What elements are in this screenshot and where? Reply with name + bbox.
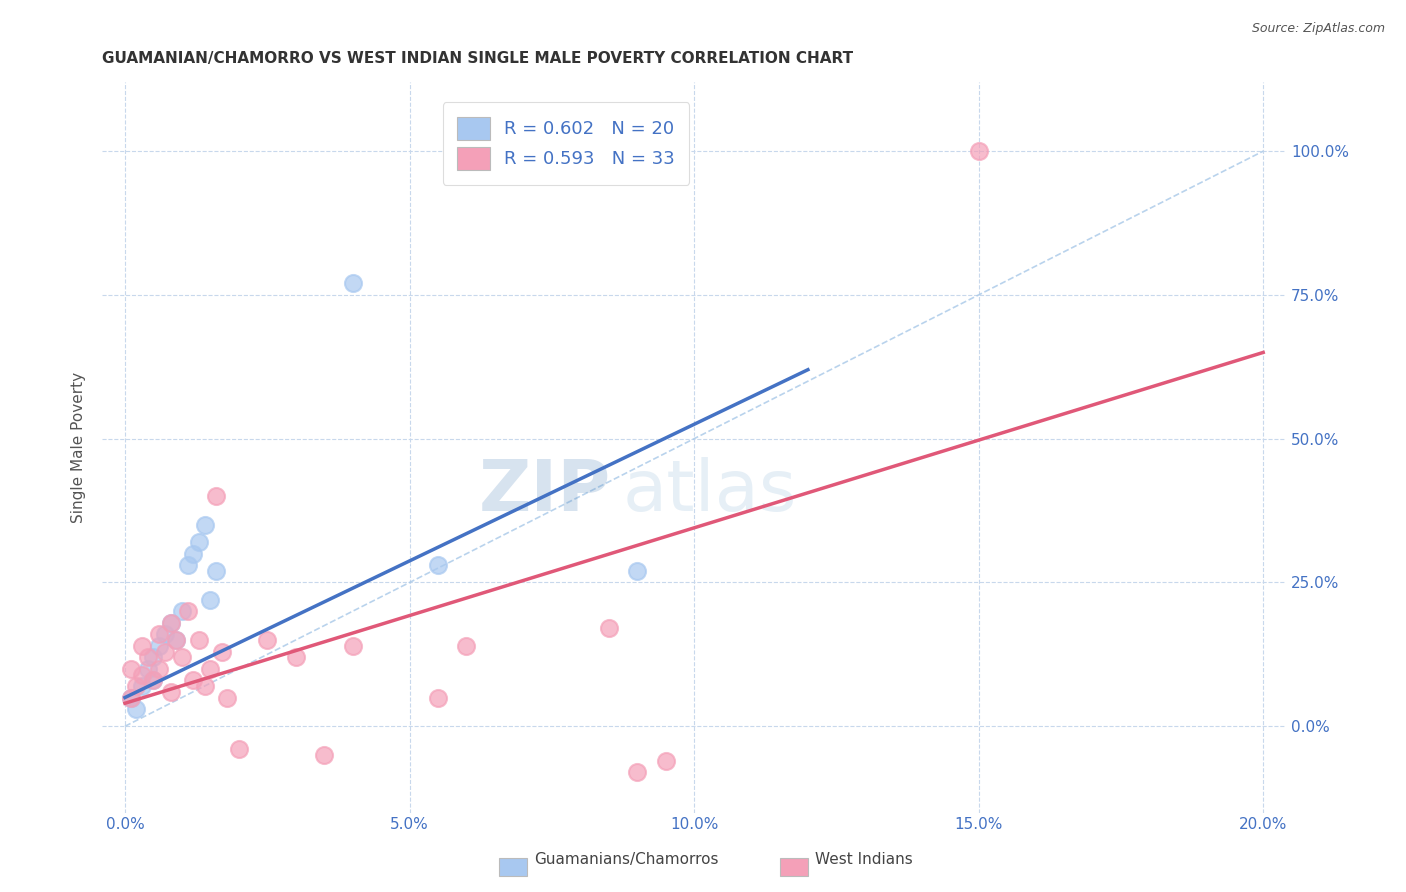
Point xyxy=(165,632,187,647)
Point xyxy=(188,535,211,549)
Y-axis label: Single Male Poverty: Single Male Poverty xyxy=(72,372,86,523)
Point xyxy=(131,679,153,693)
Point xyxy=(148,627,170,641)
Point xyxy=(125,702,148,716)
Point xyxy=(427,558,450,573)
Text: atlas: atlas xyxy=(623,457,797,525)
Point xyxy=(342,639,364,653)
Point xyxy=(228,742,250,756)
Point xyxy=(205,489,228,503)
Point xyxy=(200,662,222,676)
Point xyxy=(205,564,228,578)
Legend: R = 0.602   N = 20, R = 0.593   N = 33: R = 0.602 N = 20, R = 0.593 N = 33 xyxy=(443,102,689,185)
Point xyxy=(153,644,176,658)
Point xyxy=(120,662,142,676)
Point xyxy=(148,639,170,653)
Point xyxy=(176,604,198,618)
Point xyxy=(159,615,181,630)
Point xyxy=(120,690,142,705)
Point xyxy=(142,673,165,688)
Point xyxy=(211,644,233,658)
Point xyxy=(159,615,181,630)
Point xyxy=(284,650,307,665)
Point xyxy=(170,650,193,665)
Point xyxy=(967,144,990,158)
Point xyxy=(194,679,217,693)
Point xyxy=(654,754,676,768)
Point xyxy=(136,662,159,676)
Point xyxy=(217,690,239,705)
Point xyxy=(181,673,204,688)
Point xyxy=(148,662,170,676)
Text: Source: ZipAtlas.com: Source: ZipAtlas.com xyxy=(1251,22,1385,36)
Point xyxy=(136,650,159,665)
Text: GUAMANIAN/CHAMORRO VS WEST INDIAN SINGLE MALE POVERTY CORRELATION CHART: GUAMANIAN/CHAMORRO VS WEST INDIAN SINGLE… xyxy=(103,51,853,66)
Point xyxy=(165,632,187,647)
Point xyxy=(125,679,148,693)
Point xyxy=(181,547,204,561)
Point xyxy=(153,627,176,641)
Point xyxy=(142,673,165,688)
Point xyxy=(314,747,336,762)
Point xyxy=(131,639,153,653)
Point xyxy=(456,639,478,653)
Point xyxy=(256,632,278,647)
Point xyxy=(626,564,648,578)
Point xyxy=(159,685,181,699)
Point xyxy=(626,765,648,780)
Point xyxy=(131,667,153,681)
Point xyxy=(120,690,142,705)
Point xyxy=(200,592,222,607)
Point xyxy=(170,604,193,618)
Text: West Indians: West Indians xyxy=(815,852,914,867)
Point xyxy=(142,650,165,665)
Point xyxy=(342,277,364,291)
Point xyxy=(188,632,211,647)
Point xyxy=(598,622,620,636)
Point xyxy=(194,518,217,533)
Text: ZIP: ZIP xyxy=(479,457,612,525)
Point xyxy=(427,690,450,705)
Point xyxy=(176,558,198,573)
Text: Guamanians/Chamorros: Guamanians/Chamorros xyxy=(534,852,718,867)
